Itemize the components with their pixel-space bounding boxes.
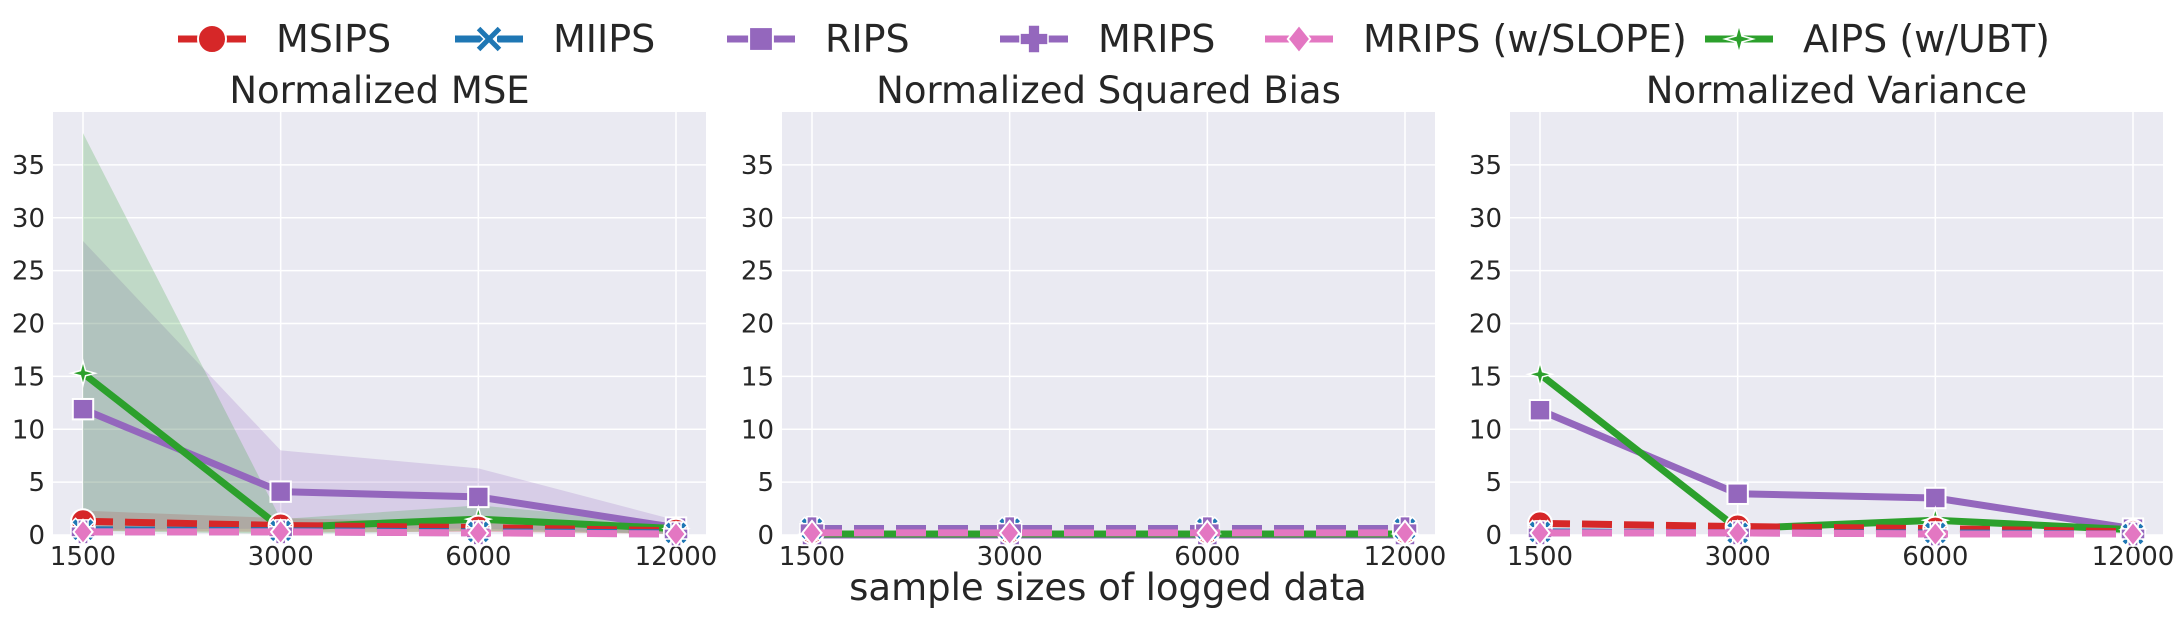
data-point	[68, 358, 98, 389]
x-tick-label: 1500	[50, 542, 116, 572]
data-point	[72, 518, 94, 546]
data-point	[1525, 359, 1555, 390]
y-tick-label: 10	[741, 415, 774, 445]
legend-label: MRIPS	[1098, 17, 1215, 61]
x-tick-label: 3000	[1705, 542, 1771, 572]
y-tick-label: 30	[1469, 204, 1502, 234]
legend-item-miips: MIIPS	[455, 17, 655, 61]
data-point	[1529, 519, 1551, 547]
y-tick-label: 0	[28, 521, 45, 551]
legend-marker	[1722, 22, 1756, 56]
data-point	[1924, 520, 1947, 548]
y-tick-label: 5	[757, 468, 774, 498]
data-point	[269, 518, 292, 546]
series-mrips-w-slope	[801, 519, 1416, 547]
x-tick-label: 6000	[445, 542, 511, 572]
data-point	[1726, 519, 1749, 547]
y-tick-label: 30	[741, 204, 774, 234]
data-point	[467, 519, 490, 547]
legend-label: MSIPS	[276, 17, 391, 61]
legend-item-aips-w-ubt: AIPS (w/UBT)	[1705, 17, 2050, 61]
y-tick-label: 20	[12, 310, 45, 340]
y-tick-label: 10	[1469, 415, 1502, 445]
series-line	[82, 517, 677, 535]
data-point	[801, 519, 823, 547]
y-tick-label: 5	[1485, 468, 1502, 498]
legend-label: RIPS	[825, 17, 910, 61]
data-point	[1726, 482, 1749, 505]
data-point	[665, 520, 687, 548]
legend-marker	[197, 24, 227, 54]
panel-title: Normalized Squared Bias	[876, 69, 1341, 112]
data-point	[467, 485, 490, 509]
series-line	[1540, 529, 2133, 538]
series-line	[1539, 519, 2134, 536]
x-axis-label: sample sizes of logged data	[849, 566, 1367, 609]
series-mrips-w-slope	[72, 518, 687, 548]
legend-marker	[1286, 23, 1312, 55]
y-tick-label: 0	[1485, 521, 1502, 551]
panel-title: Normalized MSE	[229, 69, 529, 112]
legend-item-msips: MSIPS	[178, 17, 391, 61]
y-tick-label: 35	[12, 151, 45, 181]
y-tick-label: 15	[1469, 362, 1502, 392]
y-tick-label: 20	[1469, 310, 1502, 340]
data-point	[71, 397, 95, 421]
data-point	[1196, 519, 1219, 547]
legend-item-rips: RIPS	[727, 17, 910, 61]
data-point	[1924, 486, 1947, 510]
series-mrips-w-slope	[1529, 519, 2144, 548]
legend-label: AIPS (w/UBT)	[1803, 17, 2050, 61]
y-tick-label: 15	[12, 362, 45, 392]
data-point	[269, 480, 292, 503]
data-point	[1528, 399, 1552, 422]
legend-marker	[474, 24, 504, 54]
y-tick-label: 10	[12, 415, 45, 445]
confidence-band-aips-w-ubt	[83, 133, 676, 534]
legend-item-mrips: MRIPS	[1000, 17, 1215, 61]
y-tick-label: 5	[28, 468, 45, 498]
legend-label: MRIPS (w/SLOPE)	[1363, 17, 1687, 61]
data-point	[2122, 520, 2144, 548]
panel-title: Normalized Variance	[1646, 69, 2027, 112]
chart-legend: MSIPS MIIPS RIPS MRIPS MRIPS (w/SLOPE) AIPS (…	[178, 17, 2050, 61]
y-tick-label: 20	[741, 310, 774, 340]
x-tick-label: 1500	[1507, 542, 1573, 572]
confidence-band-rips	[83, 241, 676, 534]
y-tick-label: 25	[741, 257, 774, 287]
y-tick-label: 35	[741, 151, 774, 181]
x-tick-label: 3000	[248, 542, 314, 572]
y-tick-label: 30	[12, 204, 45, 234]
legend-item-mrips-w-slope: MRIPS (w/SLOPE)	[1265, 17, 1687, 61]
legend-marker	[1019, 24, 1049, 54]
legend-marker	[748, 26, 774, 52]
legend-label: MIIPS	[553, 17, 655, 61]
data-point	[1394, 519, 1416, 547]
y-tick-label: 25	[12, 257, 45, 287]
y-tick-label: 0	[757, 521, 774, 551]
y-tick-label: 15	[741, 362, 774, 392]
y-tick-label: 25	[1469, 257, 1502, 287]
data-point	[998, 519, 1021, 547]
series-line	[83, 528, 677, 538]
y-tick-label: 35	[1469, 151, 1502, 181]
